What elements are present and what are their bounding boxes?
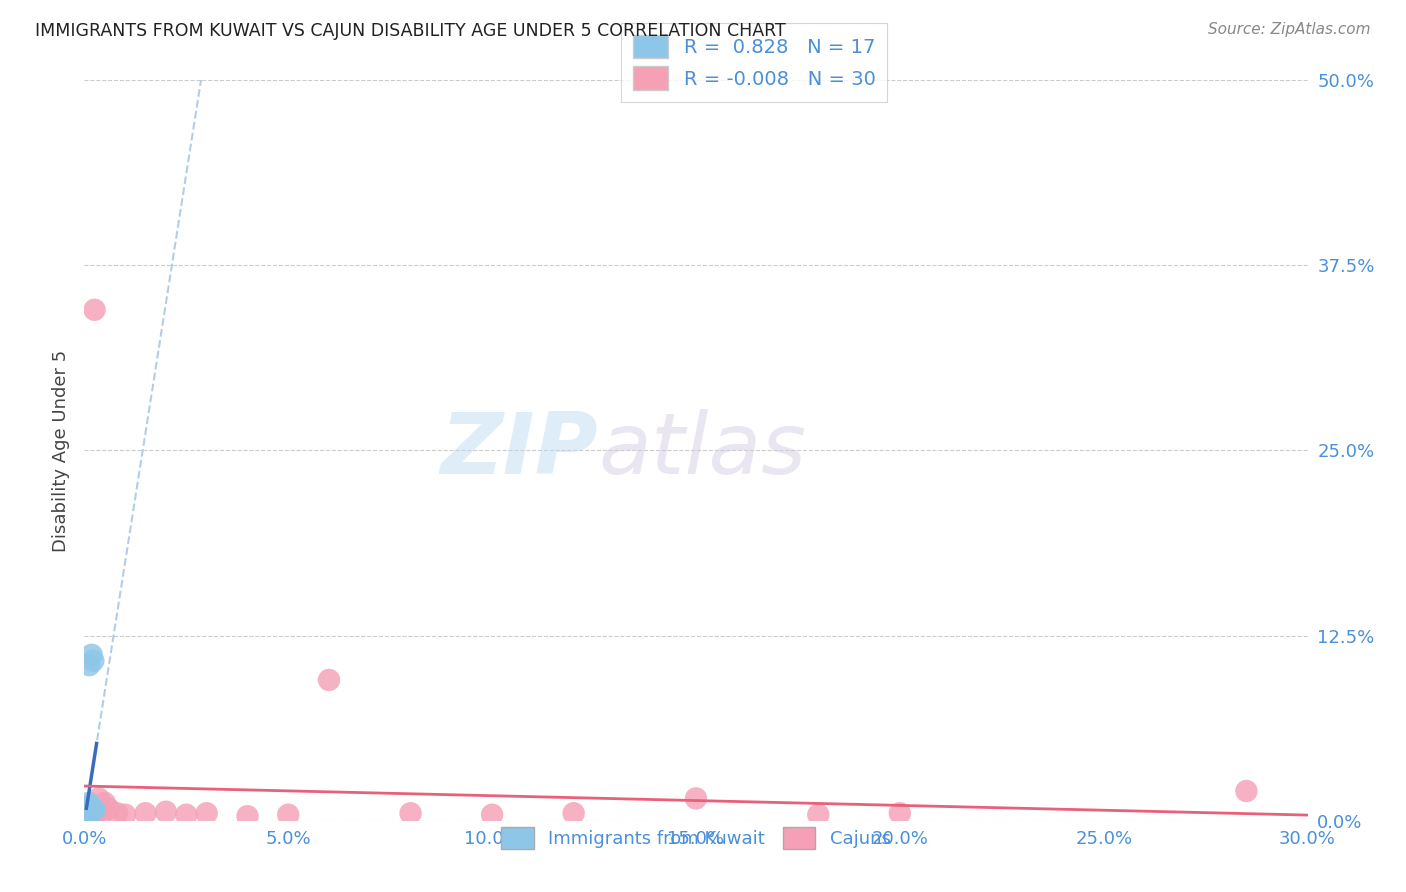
Point [399,806,422,821]
Point [889,806,911,821]
Point [318,673,340,687]
Point [807,807,830,822]
Text: atlas: atlas [598,409,806,492]
Point [277,807,299,822]
Point [155,805,177,819]
Point [90,807,112,822]
Point [82,803,104,817]
Point [80,809,103,823]
Point [77,806,100,821]
Point [77,809,100,823]
Point [77,658,100,673]
Point [174,807,197,822]
Point [195,806,218,821]
Point [83,802,105,816]
Point [77,806,100,821]
Point [80,805,103,819]
Point [93,796,115,810]
Point [236,809,259,823]
Point [87,791,110,805]
Text: ZIP: ZIP [440,409,598,492]
Point [82,807,104,822]
Point [86,806,108,821]
Point [105,806,128,821]
Legend: Immigrants from Kuwait, Cajuns: Immigrants from Kuwait, Cajuns [494,820,898,856]
Point [75,809,97,823]
Y-axis label: Disability Age Under 5: Disability Age Under 5 [52,350,70,551]
Point [97,802,120,816]
Point [77,807,100,822]
Point [80,648,103,662]
Point [83,302,105,317]
Point [79,805,101,819]
Point [1236,784,1258,798]
Text: Source: ZipAtlas.com: Source: ZipAtlas.com [1208,22,1371,37]
Point [77,800,100,814]
Point [83,803,105,817]
Point [82,654,104,668]
Point [481,807,503,822]
Point [76,807,98,822]
Point [79,798,101,813]
Point [82,806,104,821]
Point [82,802,104,816]
Point [114,807,136,822]
Point [562,806,585,821]
Point [685,791,707,805]
Point [77,796,100,810]
Point [135,806,157,821]
Point [75,809,97,823]
Point [76,807,98,822]
Point [76,806,98,821]
Point [79,807,101,822]
Text: IMMIGRANTS FROM KUWAIT VS CAJUN DISABILITY AGE UNDER 5 CORRELATION CHART: IMMIGRANTS FROM KUWAIT VS CAJUN DISABILI… [35,22,786,40]
